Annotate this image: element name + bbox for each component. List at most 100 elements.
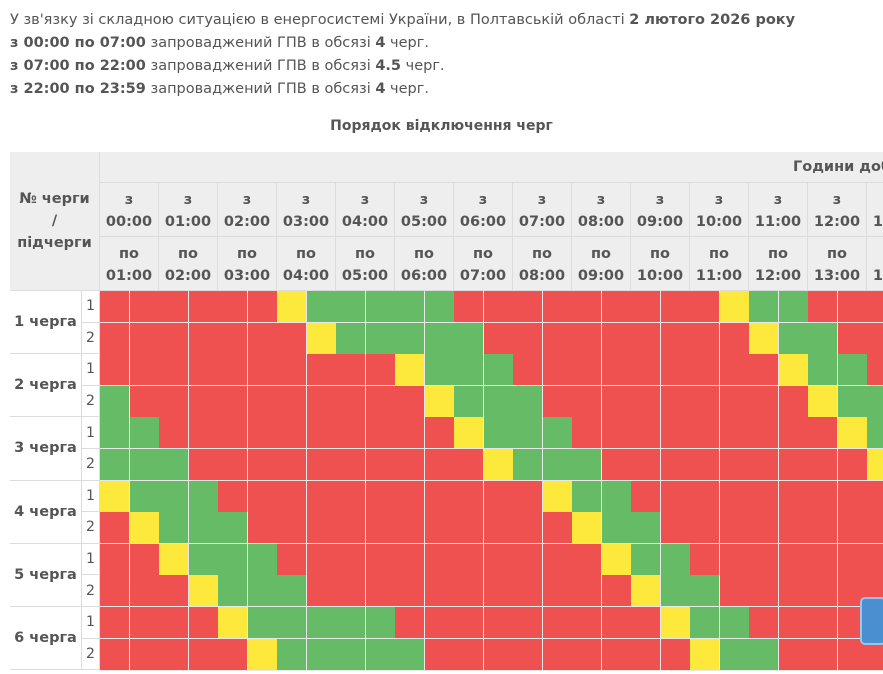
schedule-cell bbox=[601, 575, 632, 608]
hour-to: по 06:00 bbox=[395, 237, 454, 291]
schedule-cell bbox=[129, 417, 160, 450]
schedule-cell bbox=[660, 607, 691, 640]
schedule-cell bbox=[749, 385, 779, 418]
from-time: 04:00 bbox=[341, 214, 389, 230]
from-prefix: з bbox=[773, 192, 783, 208]
schedule-cell bbox=[218, 480, 248, 513]
schedule-cell bbox=[247, 638, 278, 671]
schedule-cell bbox=[572, 417, 602, 450]
schedule-cell bbox=[100, 385, 130, 418]
hour-to: по 02:00 bbox=[159, 237, 218, 291]
schedule-cell bbox=[336, 449, 366, 482]
schedule-cell bbox=[867, 543, 883, 576]
subqueue-label: 1 bbox=[82, 417, 100, 449]
schedule-cell bbox=[306, 354, 337, 387]
from-prefix: з bbox=[301, 192, 311, 208]
schedule-cell bbox=[306, 385, 337, 418]
to-time: 12:00 bbox=[754, 268, 802, 284]
schedule-cell bbox=[395, 449, 425, 482]
schedule-cell bbox=[395, 638, 425, 671]
schedule-cell bbox=[749, 575, 779, 608]
schedule-cell bbox=[660, 575, 691, 608]
schedule-cell bbox=[336, 354, 366, 387]
schedule-cell bbox=[424, 385, 455, 418]
schedule-cell bbox=[660, 322, 691, 355]
schedule-cell bbox=[778, 543, 809, 576]
schedule-cell bbox=[542, 575, 573, 608]
schedule-cell bbox=[808, 480, 838, 513]
hour-from: з 09:00 bbox=[631, 183, 690, 237]
from-time: 08:00 bbox=[577, 214, 625, 230]
schedule-cell bbox=[778, 385, 809, 418]
schedule-cell bbox=[690, 607, 720, 640]
schedule-cell bbox=[837, 354, 868, 387]
schedule-cell bbox=[542, 417, 573, 450]
from-time: 07:00 bbox=[518, 214, 566, 230]
schedule-cell bbox=[395, 291, 425, 324]
schedule-cell bbox=[100, 638, 130, 671]
schedule-cell bbox=[277, 607, 307, 640]
schedule-cell bbox=[601, 449, 632, 482]
schedule-cell bbox=[188, 543, 219, 576]
schedule-cell bbox=[159, 449, 189, 482]
schedule-cell bbox=[631, 480, 661, 513]
schedule-cell bbox=[277, 385, 307, 418]
queue-name: 3 черга bbox=[10, 417, 82, 481]
notice-text: черг. bbox=[385, 81, 429, 97]
notice-text: 2 лютого 2026 року bbox=[629, 12, 796, 28]
schedule-cell bbox=[808, 291, 838, 324]
schedule-cell bbox=[837, 543, 868, 576]
hour-from: з 01:00 bbox=[159, 183, 218, 237]
notice-line: з 22:00 по 23:59 запроваджений ГПВ в обс… bbox=[10, 81, 429, 97]
scroll-widget[interactable] bbox=[860, 597, 883, 645]
schedule-cell bbox=[336, 322, 366, 355]
corner-text: / bbox=[51, 213, 58, 229]
to-prefix: по bbox=[119, 246, 139, 262]
schedule-cell bbox=[719, 322, 750, 355]
hour-from: з 03:00 bbox=[277, 183, 336, 237]
schedule-cell bbox=[424, 480, 455, 513]
hour-to: по 04:00 bbox=[277, 237, 336, 291]
subqueue-label: 1 bbox=[82, 607, 100, 639]
from-prefix: з bbox=[655, 192, 665, 208]
from-prefix: з bbox=[242, 192, 252, 208]
from-time: 12:00 bbox=[813, 214, 861, 230]
schedule-cell bbox=[188, 575, 219, 608]
schedule-cell bbox=[247, 354, 278, 387]
schedule-cell bbox=[277, 480, 307, 513]
schedule-cell bbox=[306, 512, 337, 545]
schedule-cell bbox=[483, 385, 514, 418]
schedule-cell bbox=[837, 512, 868, 545]
subqueue-label: 2 bbox=[82, 449, 100, 481]
schedule-cell bbox=[749, 543, 779, 576]
schedule-cell bbox=[601, 354, 632, 387]
schedule-cell bbox=[454, 480, 484, 513]
to-time: 13:00 bbox=[813, 268, 861, 284]
schedule-cell bbox=[306, 417, 337, 450]
schedule-cell bbox=[159, 543, 189, 576]
schedule-cell bbox=[395, 480, 425, 513]
schedule-cell bbox=[365, 512, 396, 545]
schedule-cell bbox=[218, 417, 248, 450]
from-time: 02:00 bbox=[223, 214, 271, 230]
schedule-cell bbox=[778, 575, 809, 608]
schedule-cell bbox=[867, 417, 883, 450]
to-prefix: по bbox=[768, 246, 788, 262]
schedule-cell bbox=[336, 543, 366, 576]
schedule-cell bbox=[719, 543, 750, 576]
notice-text: з 22:00 по 23:59 bbox=[10, 81, 146, 97]
schedule-cell bbox=[483, 480, 514, 513]
schedule-cell bbox=[129, 480, 160, 513]
corner-text: № черги bbox=[19, 191, 90, 207]
schedule-cell bbox=[778, 291, 809, 324]
to-time: 06:00 bbox=[400, 268, 448, 284]
schedule-cell bbox=[542, 638, 573, 671]
schedule-cell bbox=[454, 417, 484, 450]
schedule-cell bbox=[513, 543, 543, 576]
schedule-cell bbox=[306, 322, 337, 355]
schedule-cell bbox=[631, 543, 661, 576]
schedule-cell bbox=[660, 543, 691, 576]
from-time: 03:00 bbox=[282, 214, 330, 230]
schedule-cell bbox=[719, 607, 750, 640]
